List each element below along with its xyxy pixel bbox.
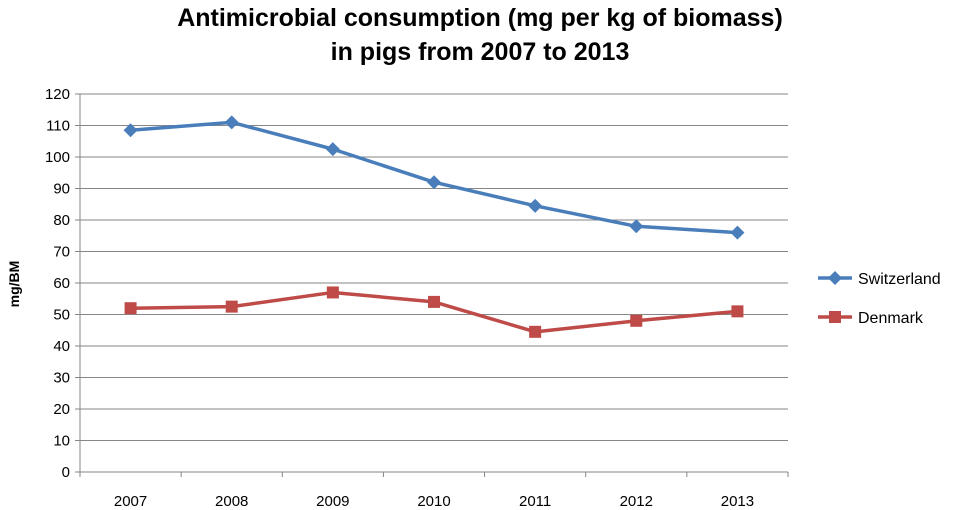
y-axis-ticks: 0 10 20 30 40 50 60 70 80 90 100 110 120 — [45, 86, 70, 481]
data-point-denmark — [630, 314, 643, 327]
y-tick-label: 30 — [53, 370, 70, 387]
y-tick-label: 80 — [53, 212, 70, 229]
data-point-denmark — [225, 300, 238, 313]
chart-title-line-1: Antimicrobial consumption (mg per kg of … — [177, 4, 783, 32]
data-point-switzerland — [224, 115, 239, 130]
data-point-switzerland — [629, 219, 644, 234]
data-point-denmark — [731, 305, 744, 318]
x-tick-label: 2012 — [620, 493, 653, 510]
y-tick-label: 20 — [53, 401, 70, 418]
data-point-switzerland — [730, 225, 745, 240]
x-axis-ticks: 2007 2008 2009 2010 2011 2012 2013 — [79, 472, 789, 510]
x-tick-label: 2007 — [114, 493, 147, 510]
y-tick-label: 110 — [46, 118, 70, 135]
data-point-switzerland — [427, 175, 441, 190]
y-axis-label: mg/BM — [6, 261, 22, 308]
data-point-denmark — [326, 286, 339, 299]
y-tick-label: 120 — [45, 86, 70, 103]
y-tick-label: 100 — [45, 149, 70, 166]
legend: Switzerland Denmark — [818, 271, 941, 327]
chart-title-line-2: in pigs from 2007 to 2013 — [331, 38, 630, 66]
legend-label-switzerland: Switzerland — [858, 271, 941, 288]
legend-label-denmark: Denmark — [858, 310, 924, 327]
y-tick-label: 60 — [53, 275, 70, 292]
data-point-denmark — [428, 295, 440, 308]
y-tick-label: 40 — [53, 338, 70, 355]
legend-marker-switzerland — [828, 271, 842, 285]
x-tick-label: 2013 — [721, 493, 754, 510]
data-point-switzerland — [123, 123, 138, 138]
data-point-denmark — [529, 325, 542, 338]
data-point-denmark — [124, 302, 137, 315]
x-tick-label: 2010 — [417, 493, 450, 510]
y-tick-label: 0 — [62, 464, 70, 481]
data-point-switzerland — [528, 198, 543, 213]
legend-marker-denmark — [829, 311, 841, 323]
y-tick-label: 10 — [53, 433, 70, 450]
gridlines — [75, 93, 788, 473]
x-tick-label: 2011 — [519, 493, 551, 510]
y-tick-label: 90 — [53, 181, 70, 198]
x-tick-label: 2009 — [316, 493, 349, 510]
y-tick-label: 50 — [53, 307, 70, 324]
x-tick-label: 2008 — [215, 493, 248, 510]
y-tick-label: 70 — [53, 244, 70, 261]
series-group — [123, 115, 745, 338]
data-point-switzerland — [325, 142, 340, 157]
